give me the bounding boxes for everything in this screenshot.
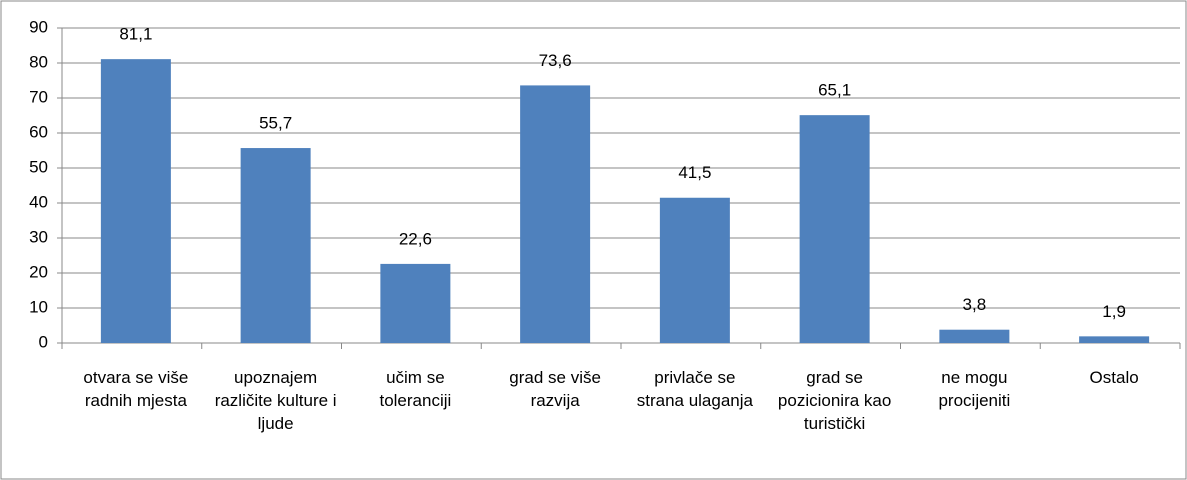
x-tick-label: ne mogu procijeniti (938, 368, 1011, 410)
y-tick-label: 50 (29, 157, 48, 176)
x-tick-label: učim se toleranciji (379, 368, 452, 410)
value-label: 65,1 (818, 81, 851, 100)
bar (1079, 336, 1150, 343)
y-tick-label: 60 (29, 122, 48, 141)
value-label: 41,5 (678, 163, 711, 182)
y-tick-label: 80 (29, 52, 48, 71)
bar (659, 197, 730, 343)
value-label: 73,6 (539, 51, 572, 70)
value-label: 22,6 (399, 229, 432, 248)
x-tick-label: grad se više razvija (509, 368, 601, 410)
value-label: 1,9 (1102, 302, 1126, 321)
y-tick-label: 10 (29, 297, 48, 316)
bar (380, 263, 451, 343)
value-label: 81,1 (119, 25, 152, 44)
bar (520, 85, 591, 344)
y-tick-label: 30 (29, 227, 48, 246)
x-tick-label: grad se pozicionira kao turistički (777, 368, 892, 433)
bar (240, 148, 311, 343)
y-tick-label: 40 (29, 192, 48, 211)
x-tick-label: otvara se više radnih mjesta (83, 368, 189, 410)
value-label: 55,7 (259, 114, 292, 133)
y-tick-label: 0 (39, 332, 48, 351)
bar (100, 59, 171, 344)
value-label: 3,8 (963, 295, 987, 314)
bar (939, 329, 1010, 343)
y-tick-label: 70 (29, 87, 48, 106)
y-tick-label: 20 (29, 262, 48, 281)
x-tick-label: privlače se strana ulaganja (636, 368, 753, 410)
x-tick-label: Ostalo (1089, 368, 1139, 387)
x-tick-label: upoznajem različite kulture i ljude (214, 368, 337, 433)
bar (799, 115, 870, 344)
y-tick-label: 90 (29, 17, 48, 36)
